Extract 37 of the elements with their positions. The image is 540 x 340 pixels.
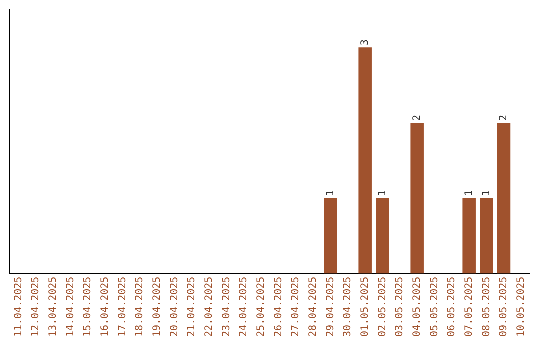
x-tick-label: 16.04.2025 bbox=[100, 276, 111, 338]
x-tick-label: 12.04.2025 bbox=[30, 276, 42, 338]
data-label: 1 bbox=[377, 190, 388, 196]
x-tick-label: 01.05.2025 bbox=[360, 276, 371, 338]
x-tick-label: 09.05.2025 bbox=[498, 276, 510, 338]
x-tick-label: 15.04.2025 bbox=[82, 276, 94, 338]
x-tick-label: 13.04.2025 bbox=[48, 276, 59, 338]
x-tick-label: 19.04.2025 bbox=[152, 276, 163, 338]
x-tick-label: 24.04.2025 bbox=[238, 276, 250, 338]
data-label: 3 bbox=[360, 40, 371, 46]
data-label: 1 bbox=[325, 190, 336, 196]
x-tick-label: 07.05.2025 bbox=[464, 276, 475, 338]
x-tick-label: 29.04.2025 bbox=[325, 276, 336, 338]
x-tick-label: 08.05.2025 bbox=[481, 276, 492, 338]
x-tick-label: 04.05.2025 bbox=[412, 276, 423, 338]
x-tick-label: 17.04.2025 bbox=[117, 276, 128, 338]
x-tick-label: 25.04.2025 bbox=[256, 276, 267, 338]
x-tick-label: 30.04.2025 bbox=[342, 276, 354, 338]
x-tick-label: 06.05.2025 bbox=[446, 276, 458, 338]
data-label: 1 bbox=[464, 190, 475, 196]
x-tick-label: 18.04.2025 bbox=[134, 276, 146, 338]
x-tick-label: 05.05.2025 bbox=[429, 276, 440, 338]
x-tick-label: 11.04.2025 bbox=[13, 276, 24, 338]
x-tick-label: 26.04.2025 bbox=[273, 276, 284, 338]
x-tick-label: 27.04.2025 bbox=[290, 276, 302, 338]
x-tick-label: 02.05.2025 bbox=[377, 276, 388, 338]
data-label: 1 bbox=[481, 190, 492, 196]
data-label: 2 bbox=[412, 115, 423, 122]
x-tick-label: 22.04.2025 bbox=[204, 276, 215, 338]
x-tick-label: 20.04.2025 bbox=[169, 276, 180, 338]
x-tick-label: 21.04.2025 bbox=[186, 276, 198, 338]
data-label: 2 bbox=[498, 115, 510, 122]
x-tick-label: 03.05.2025 bbox=[394, 276, 406, 338]
x-tick-label: 28.04.2025 bbox=[308, 276, 319, 338]
x-tick-label: 10.05.2025 bbox=[516, 276, 527, 338]
x-tick-label: 23.04.2025 bbox=[221, 276, 232, 338]
x-tick-label: 14.04.2025 bbox=[65, 276, 76, 338]
